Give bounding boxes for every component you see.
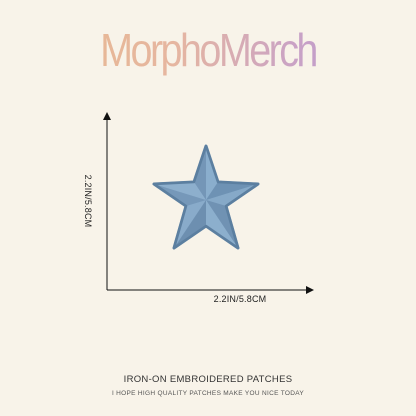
star-patch-image	[150, 144, 262, 252]
product-tagline: I HOPE HIGH QUALITY PATCHES MAKE YOU NIC…	[111, 390, 305, 397]
product-title: IRON-ON EMBROIDERED PATCHES	[123, 374, 293, 385]
width-label: 2.2IN/5.8CM	[213, 294, 267, 304]
height-label: 2.2IN/5.8CM	[83, 174, 93, 228]
brand-logo: MorphoMerch	[29, 22, 387, 78]
